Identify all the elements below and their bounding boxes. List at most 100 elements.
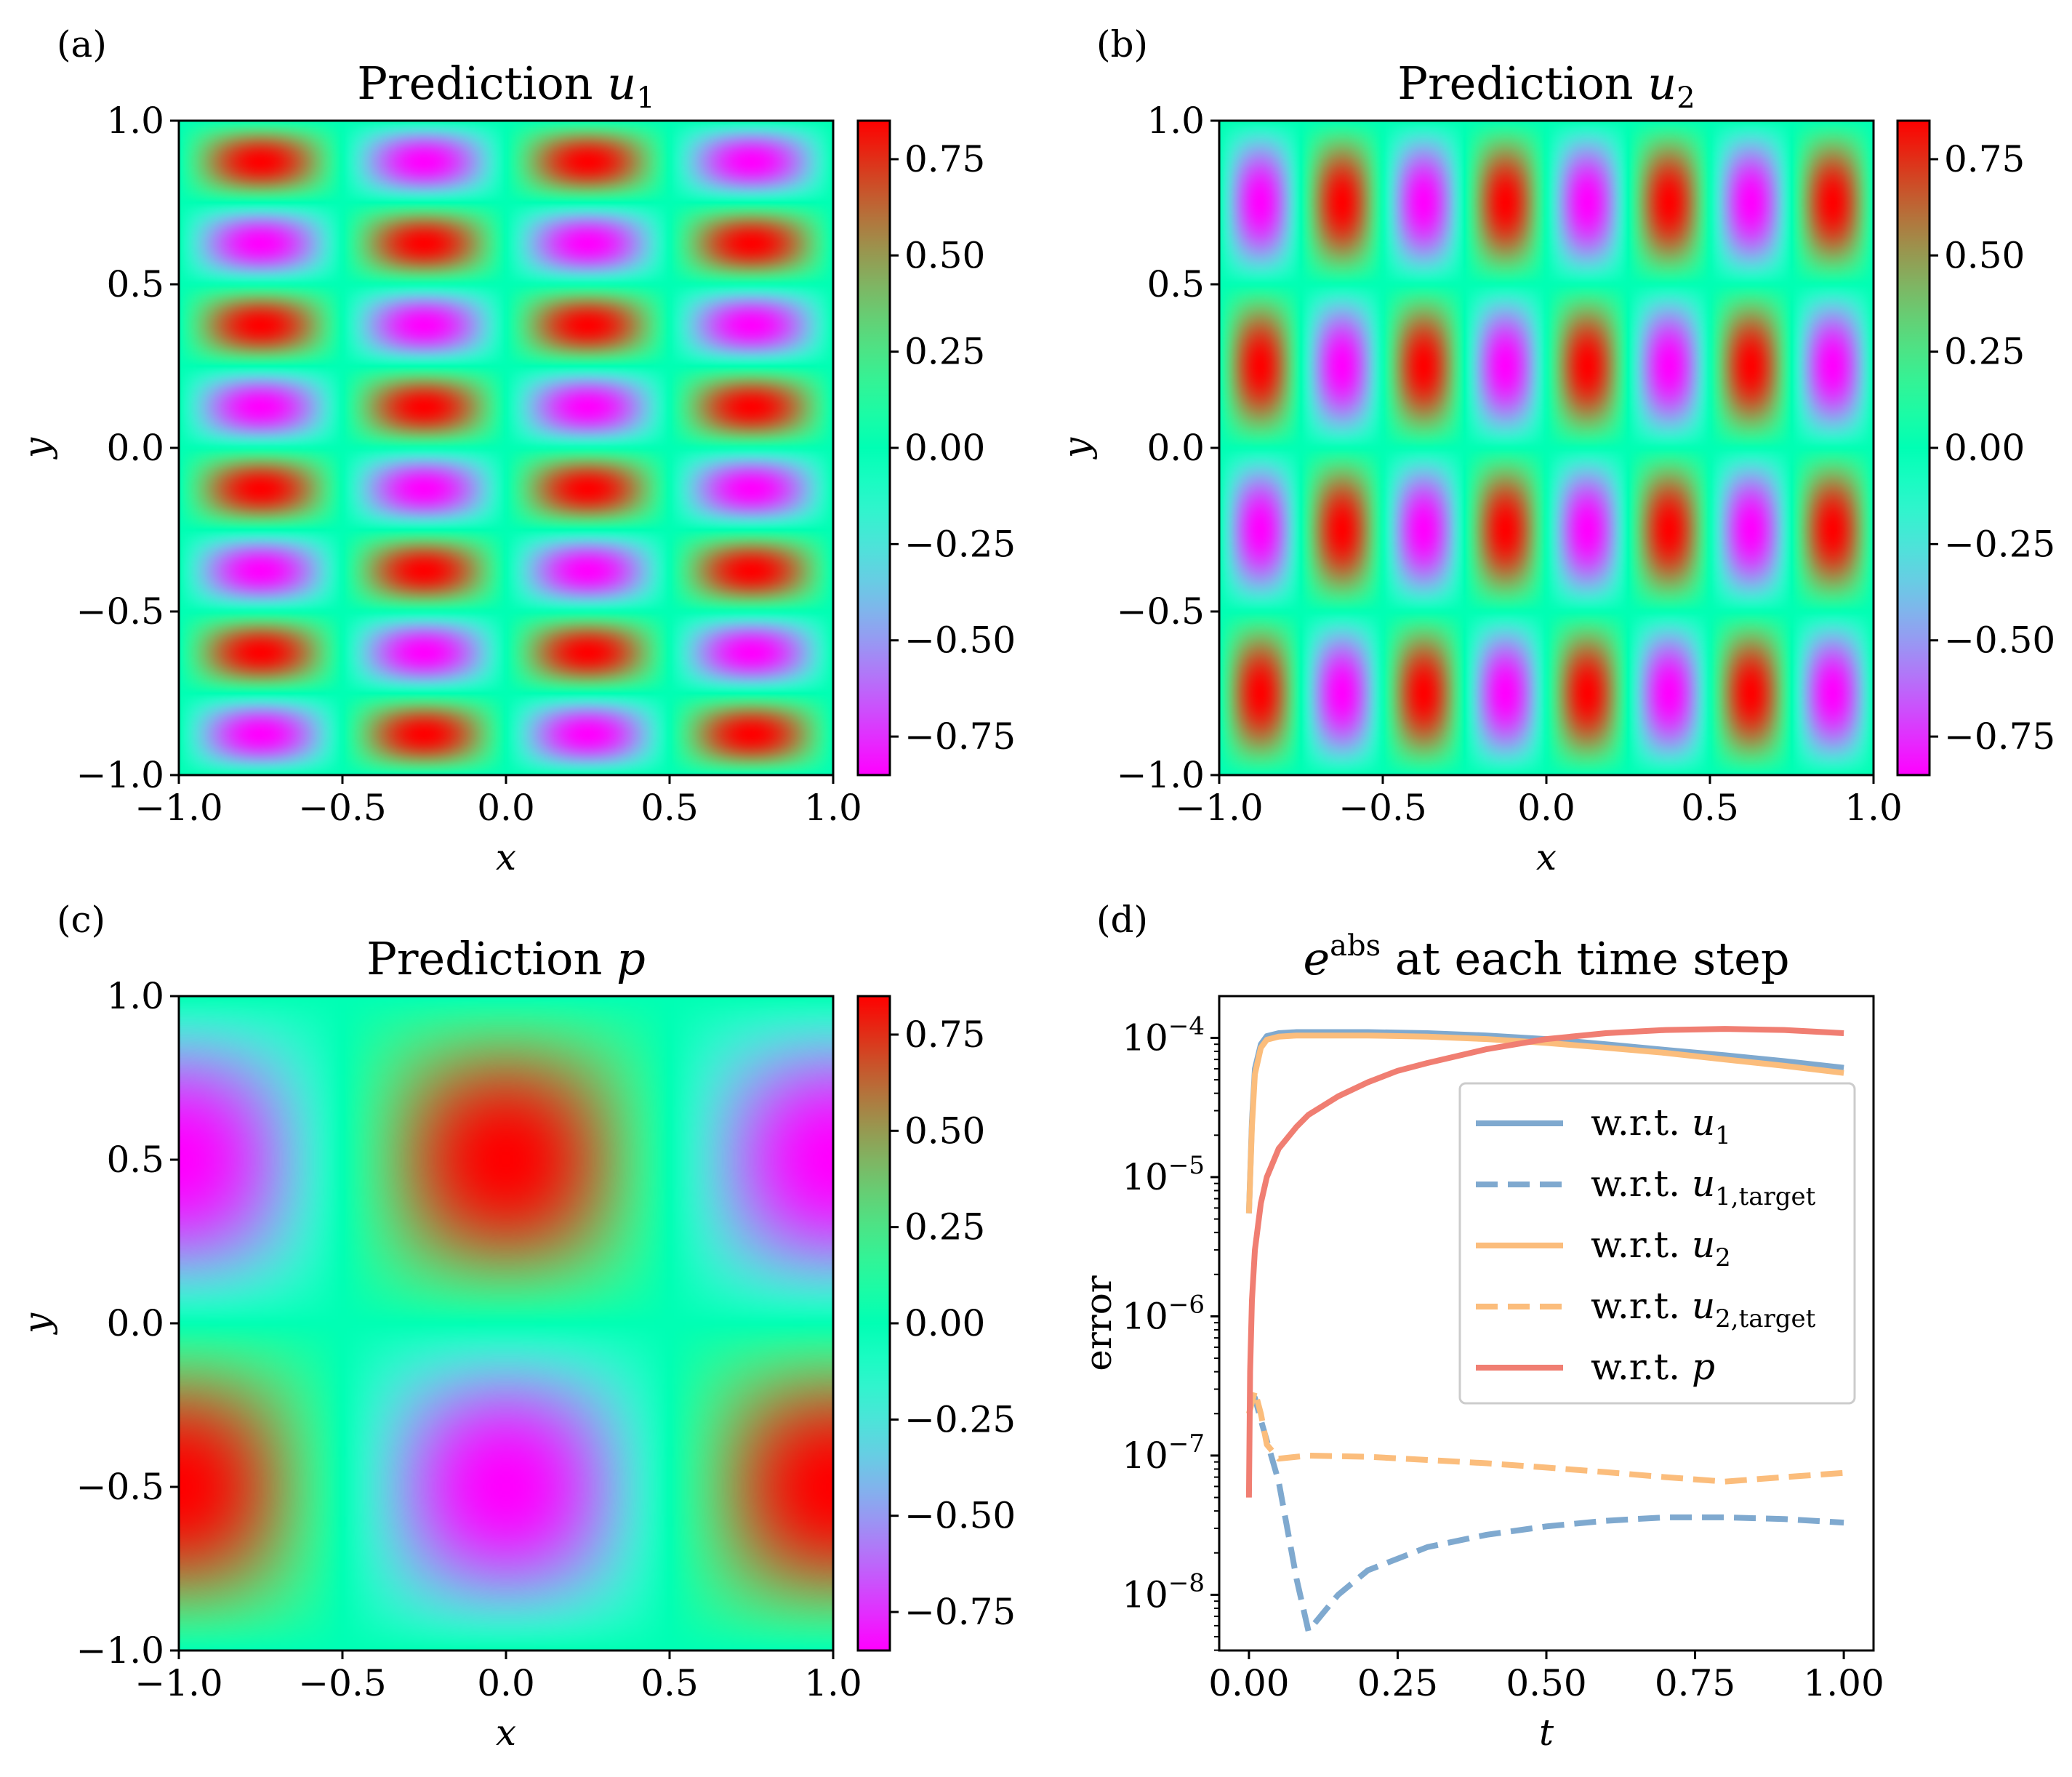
colorbar-tick-label: 0.25 [904,1206,985,1248]
legend-entry: w.r.t. u1,target [1591,1163,1816,1211]
legend-variable: u [1692,1163,1715,1205]
x-tick-label: 0.5 [641,1662,699,1704]
x-tick-label: 1.00 [1803,1662,1884,1704]
x-tick-label: −1.0 [1175,787,1263,829]
legend-entry: w.r.t. p [1591,1346,1715,1388]
colorbar-tick-label: −0.25 [904,523,1016,565]
colorbar-tick-label: 0.25 [904,331,985,373]
legend-variable: p [1692,1346,1715,1388]
title-variable: e [1303,932,1330,985]
legend-prefix: w.r.t. [1591,1346,1692,1388]
y-tick-label: −1.0 [1117,754,1205,796]
legend-variable: u [1692,1224,1715,1266]
heatmap-panel-1: (b) Prediction u2 −1.0 −0.5 0.0 0.5 1.0 −1.0 −0.… [1056,23,2055,878]
legend-prefix: w.r.t. [1591,1163,1692,1205]
colorbar [856,119,891,777]
legend-variable: u [1692,1102,1715,1144]
series-line-1 [1248,1395,1844,1634]
legend-box [1458,1082,1856,1405]
title-text: at each time step [1381,932,1789,985]
y-tick-label: −0.5 [76,590,164,633]
colorbar-tick-label: 0.75 [1944,138,2025,180]
y-axis-label: y [16,437,58,460]
legend-subscript: 1 [1715,1121,1731,1150]
tick-exponent: −5 [1168,1151,1205,1180]
colorbar-tick-label: −0.75 [904,1591,1016,1633]
legend-subscript: 2,target [1715,1304,1816,1333]
x-tick-label: 0.00 [1208,1662,1289,1704]
y-tick-label: 0.0 [106,427,164,469]
panel-title: Prediction p [366,932,646,985]
y-tick-label: 1.0 [106,975,164,1017]
title-variable: u [607,57,636,110]
x-tick-label: 0.0 [1517,787,1575,829]
x-tick-label: 0.75 [1655,1662,1735,1704]
panel-title: eabs at each time step [1303,929,1789,985]
y-tick-label: 10−4 [1122,1011,1205,1059]
x-tick-label: 0.5 [1681,787,1739,829]
title-variable: p [617,932,646,985]
y-axis-label: error [1077,1275,1120,1371]
panel-label: (c) [57,899,105,941]
line-chart-panel: (d) eabs at each time step 0.00 0.25 0.50 0.7… [1077,899,1884,1754]
legend-subscript: 2 [1715,1243,1731,1272]
tick-base: 10 [1122,1016,1168,1059]
legend-prefix: w.r.t. [1591,1102,1692,1144]
legend-entry: w.r.t. u1 [1591,1102,1731,1150]
x-axis-label: x [496,1712,516,1754]
tick-exponent: −7 [1168,1429,1205,1459]
panel-title: Prediction u1 [357,57,654,115]
legend-prefix: w.r.t. [1591,1285,1692,1327]
colorbar-tick-label: 0.25 [1944,331,2025,373]
x-axis-label: t [1539,1712,1554,1754]
panel-label: (d) [1096,899,1148,941]
colorbar [1896,119,1931,777]
tick-base: 10 [1122,1435,1168,1477]
title-text: Prediction [366,932,617,985]
tick-base: 10 [1122,1295,1168,1337]
colorbar-tick-label: 0.50 [904,234,985,276]
y-tick-label: −0.5 [76,1466,164,1508]
tick-exponent: −6 [1168,1290,1205,1319]
y-tick-label: 0.0 [1147,427,1205,469]
x-tick-label: 0.0 [477,787,535,829]
x-tick-label: −1.0 [134,1662,222,1704]
y-tick-label: −1.0 [76,1629,164,1672]
colorbar-tick-label: 0.75 [904,138,985,180]
x-tick-label: −0.5 [1338,787,1426,829]
series-line-2 [1245,1032,1844,1214]
x-tick-label: −0.5 [298,787,386,829]
x-tick-label: −1.0 [134,787,222,829]
legend-subscript: 1,target [1715,1182,1816,1211]
y-tick-label: 0.0 [106,1302,164,1344]
x-tick-label: 0.5 [641,787,699,829]
tick-base: 10 [1122,1156,1168,1198]
title-subscript: 1 [636,81,654,115]
legend-entry: w.r.t. u2,target [1591,1285,1816,1333]
heatmap-image [179,121,833,775]
x-tick-label: 1.0 [1844,787,1903,829]
tick-exponent: −8 [1168,1568,1205,1597]
x-tick-label: 1.0 [804,1662,862,1704]
y-tick-label: 10−8 [1122,1568,1205,1616]
legend-variable: u [1692,1285,1715,1327]
x-tick-label: −0.5 [298,1662,386,1704]
colorbar-tick-label: −0.25 [904,1398,1016,1440]
colorbar-tick-label: −0.75 [1944,715,2055,758]
x-tick-label: 0.50 [1506,1662,1586,1704]
x-tick-label: 0.0 [477,1662,535,1704]
tick-base: 10 [1122,1573,1168,1616]
panel-title: Prediction u2 [1397,57,1695,115]
title-superscript: abs [1330,929,1381,963]
colorbar-tick-label: 0.00 [904,427,985,469]
series-line-4 [1245,1026,1844,1498]
legend-entry: w.r.t. u2 [1591,1224,1731,1272]
y-tick-label: −1.0 [76,754,164,796]
y-tick-label: 10−5 [1122,1151,1205,1198]
y-tick-label: −0.5 [1117,590,1205,633]
legend-prefix: w.r.t. [1591,1224,1692,1266]
x-axis-label: x [496,836,516,878]
title-text: Prediction [357,57,607,110]
colorbar-tick-label: 0.00 [904,1302,985,1344]
